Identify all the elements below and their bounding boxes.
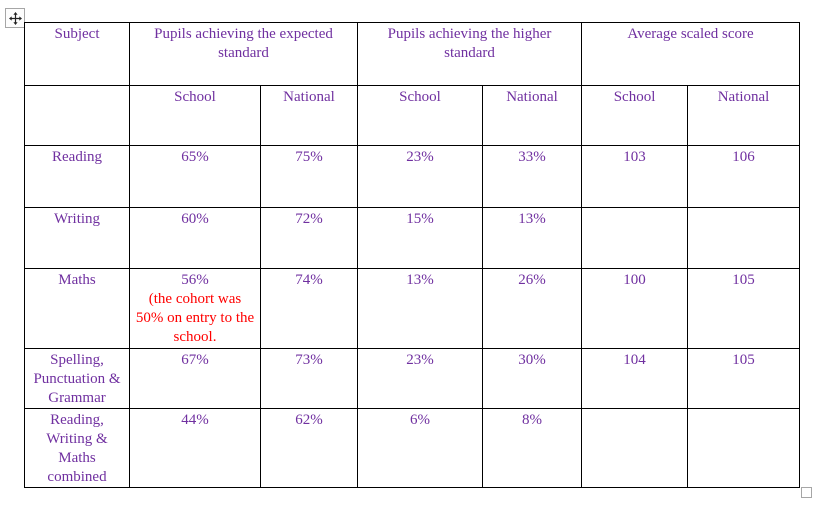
cell-spag-average-national[interactable]: 105 (687, 348, 801, 409)
table-row-reading: Reading 65% 75% 23% 33% 103 106 (24, 145, 801, 208)
cell-writing-expected-national[interactable]: 72% (259, 207, 359, 269)
row-header-maths[interactable]: Maths (24, 268, 130, 349)
cell-maths-average-national[interactable]: 105 (687, 268, 801, 349)
subheader-average-national[interactable]: National (687, 85, 801, 146)
cell-reading-expected-school[interactable]: 65% (129, 145, 261, 208)
table-row-writing: Writing 60% 72% 15% 13% (24, 207, 801, 269)
cell-maths-expected-school-value: 56% (181, 272, 209, 288)
table-move-handle[interactable] (5, 8, 25, 28)
cell-reading-higher-school[interactable]: 23% (357, 145, 484, 208)
row-header-combined[interactable]: Reading, Writing & Maths combined (24, 408, 130, 488)
cell-writing-average-school[interactable] (581, 207, 689, 269)
cell-combined-expected-national[interactable]: 62% (259, 408, 359, 488)
subheader-higher-national[interactable]: National (482, 85, 583, 146)
cell-writing-expected-school[interactable]: 60% (129, 207, 261, 269)
header-subject[interactable]: Subject (24, 22, 130, 86)
cell-spag-expected-school[interactable]: 67% (129, 348, 261, 409)
cell-maths-average-school[interactable]: 100 (581, 268, 689, 349)
cell-combined-higher-national[interactable]: 8% (482, 408, 583, 488)
cell-reading-higher-national[interactable]: 33% (482, 145, 583, 208)
cell-writing-higher-national[interactable]: 13% (482, 207, 583, 269)
cell-combined-average-national[interactable] (687, 408, 801, 488)
subheader-average-school[interactable]: School (581, 85, 689, 146)
cell-combined-higher-school[interactable]: 6% (357, 408, 484, 488)
subheader-expected-national[interactable]: National (259, 85, 359, 146)
cell-spag-average-school[interactable]: 104 (581, 348, 689, 409)
cell-spag-expected-national[interactable]: 73% (259, 348, 359, 409)
table-resize-handle[interactable] (801, 487, 812, 498)
cell-spag-higher-school[interactable]: 23% (357, 348, 484, 409)
cell-combined-expected-school[interactable]: 44% (129, 408, 261, 488)
cell-writing-higher-school[interactable]: 15% (357, 207, 484, 269)
header-group-higher[interactable]: Pupils achieving the higher standard (357, 22, 583, 86)
cell-reading-average-national[interactable]: 106 (687, 145, 801, 208)
table-row-combined: Reading, Writing & Maths combined 44% 62… (24, 408, 801, 488)
cell-writing-average-national[interactable] (687, 207, 801, 269)
cell-combined-average-school[interactable] (581, 408, 689, 488)
cell-reading-average-school[interactable]: 103 (581, 145, 689, 208)
cell-maths-higher-national[interactable]: 26% (482, 268, 583, 349)
maths-cohort-note: (the cohort was 50% on entry to the scho… (135, 291, 255, 345)
cell-reading-expected-national[interactable]: 75% (259, 145, 359, 208)
move-arrows-icon (8, 11, 22, 25)
cell-maths-expected-national[interactable]: 74% (259, 268, 359, 349)
table-row-spag: Spelling, Punctuation & Grammar 67% 73% … (24, 348, 801, 409)
results-table: Subject Pupils achieving the expected st… (24, 22, 801, 488)
table-row-maths: Maths 56% (the cohort was 50% on entry t… (24, 268, 801, 349)
row-header-writing[interactable]: Writing (24, 207, 130, 269)
subheader-higher-school[interactable]: School (357, 85, 484, 146)
cell-maths-expected-school[interactable]: 56% (the cohort was 50% on entry to the … (129, 268, 261, 349)
header-group-average[interactable]: Average scaled score (581, 22, 801, 86)
subheader-expected-school[interactable]: School (129, 85, 261, 146)
header-row-groups: Subject Pupils achieving the expected st… (24, 22, 801, 86)
header-row-sub: School National School National School N… (24, 85, 801, 146)
cell-spag-higher-national[interactable]: 30% (482, 348, 583, 409)
header-group-expected[interactable]: Pupils achieving the expected standard (128, 22, 359, 86)
row-header-reading[interactable]: Reading (24, 145, 130, 208)
row-header-spag[interactable]: Spelling, Punctuation & Grammar (24, 348, 130, 409)
cell-maths-higher-school[interactable]: 13% (357, 268, 484, 349)
header-subject-spacer[interactable] (24, 85, 130, 146)
